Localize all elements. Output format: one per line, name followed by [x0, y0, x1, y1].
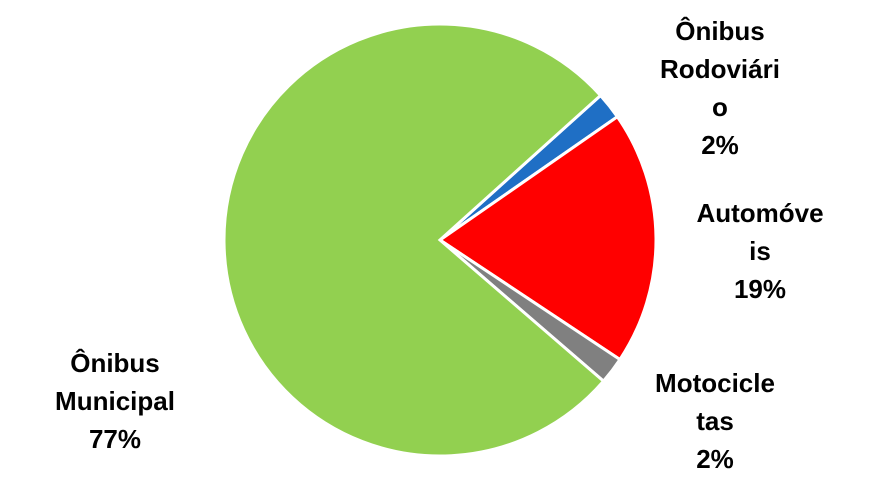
category-label-line: o — [712, 92, 728, 122]
value-label: 19% — [734, 274, 786, 304]
pie-slice — [437, 114, 658, 362]
category-label-line: tas — [696, 406, 734, 436]
category-label-line: Motocicle — [655, 368, 775, 398]
value-label: 77% — [89, 424, 141, 454]
data-label: Automóve is 19% — [696, 198, 823, 304]
category-label: Ônibus Municipal — [55, 348, 175, 416]
category-label-line: Automóve — [696, 198, 823, 228]
data-label: Ônibus Rodoviári o 2% — [660, 16, 780, 160]
category-label-line: is — [749, 236, 771, 266]
category-label-line: Ônibus — [70, 348, 160, 378]
category-label-line: Rodoviári — [660, 54, 780, 84]
value-label: 2% — [696, 444, 734, 474]
category-label: Ônibus Rodoviári o — [660, 16, 780, 122]
category-label: Automóve is — [696, 198, 823, 266]
data-label: Ônibus Municipal 77% — [55, 348, 175, 454]
data-label: Motocicle tas 2% — [655, 368, 775, 474]
pie-slice — [222, 22, 606, 458]
category-label-line: Ônibus — [675, 16, 765, 46]
category-label-line: Municipal — [55, 386, 175, 416]
category-label: Motocicle tas — [655, 368, 775, 436]
value-label: 2% — [701, 130, 739, 160]
